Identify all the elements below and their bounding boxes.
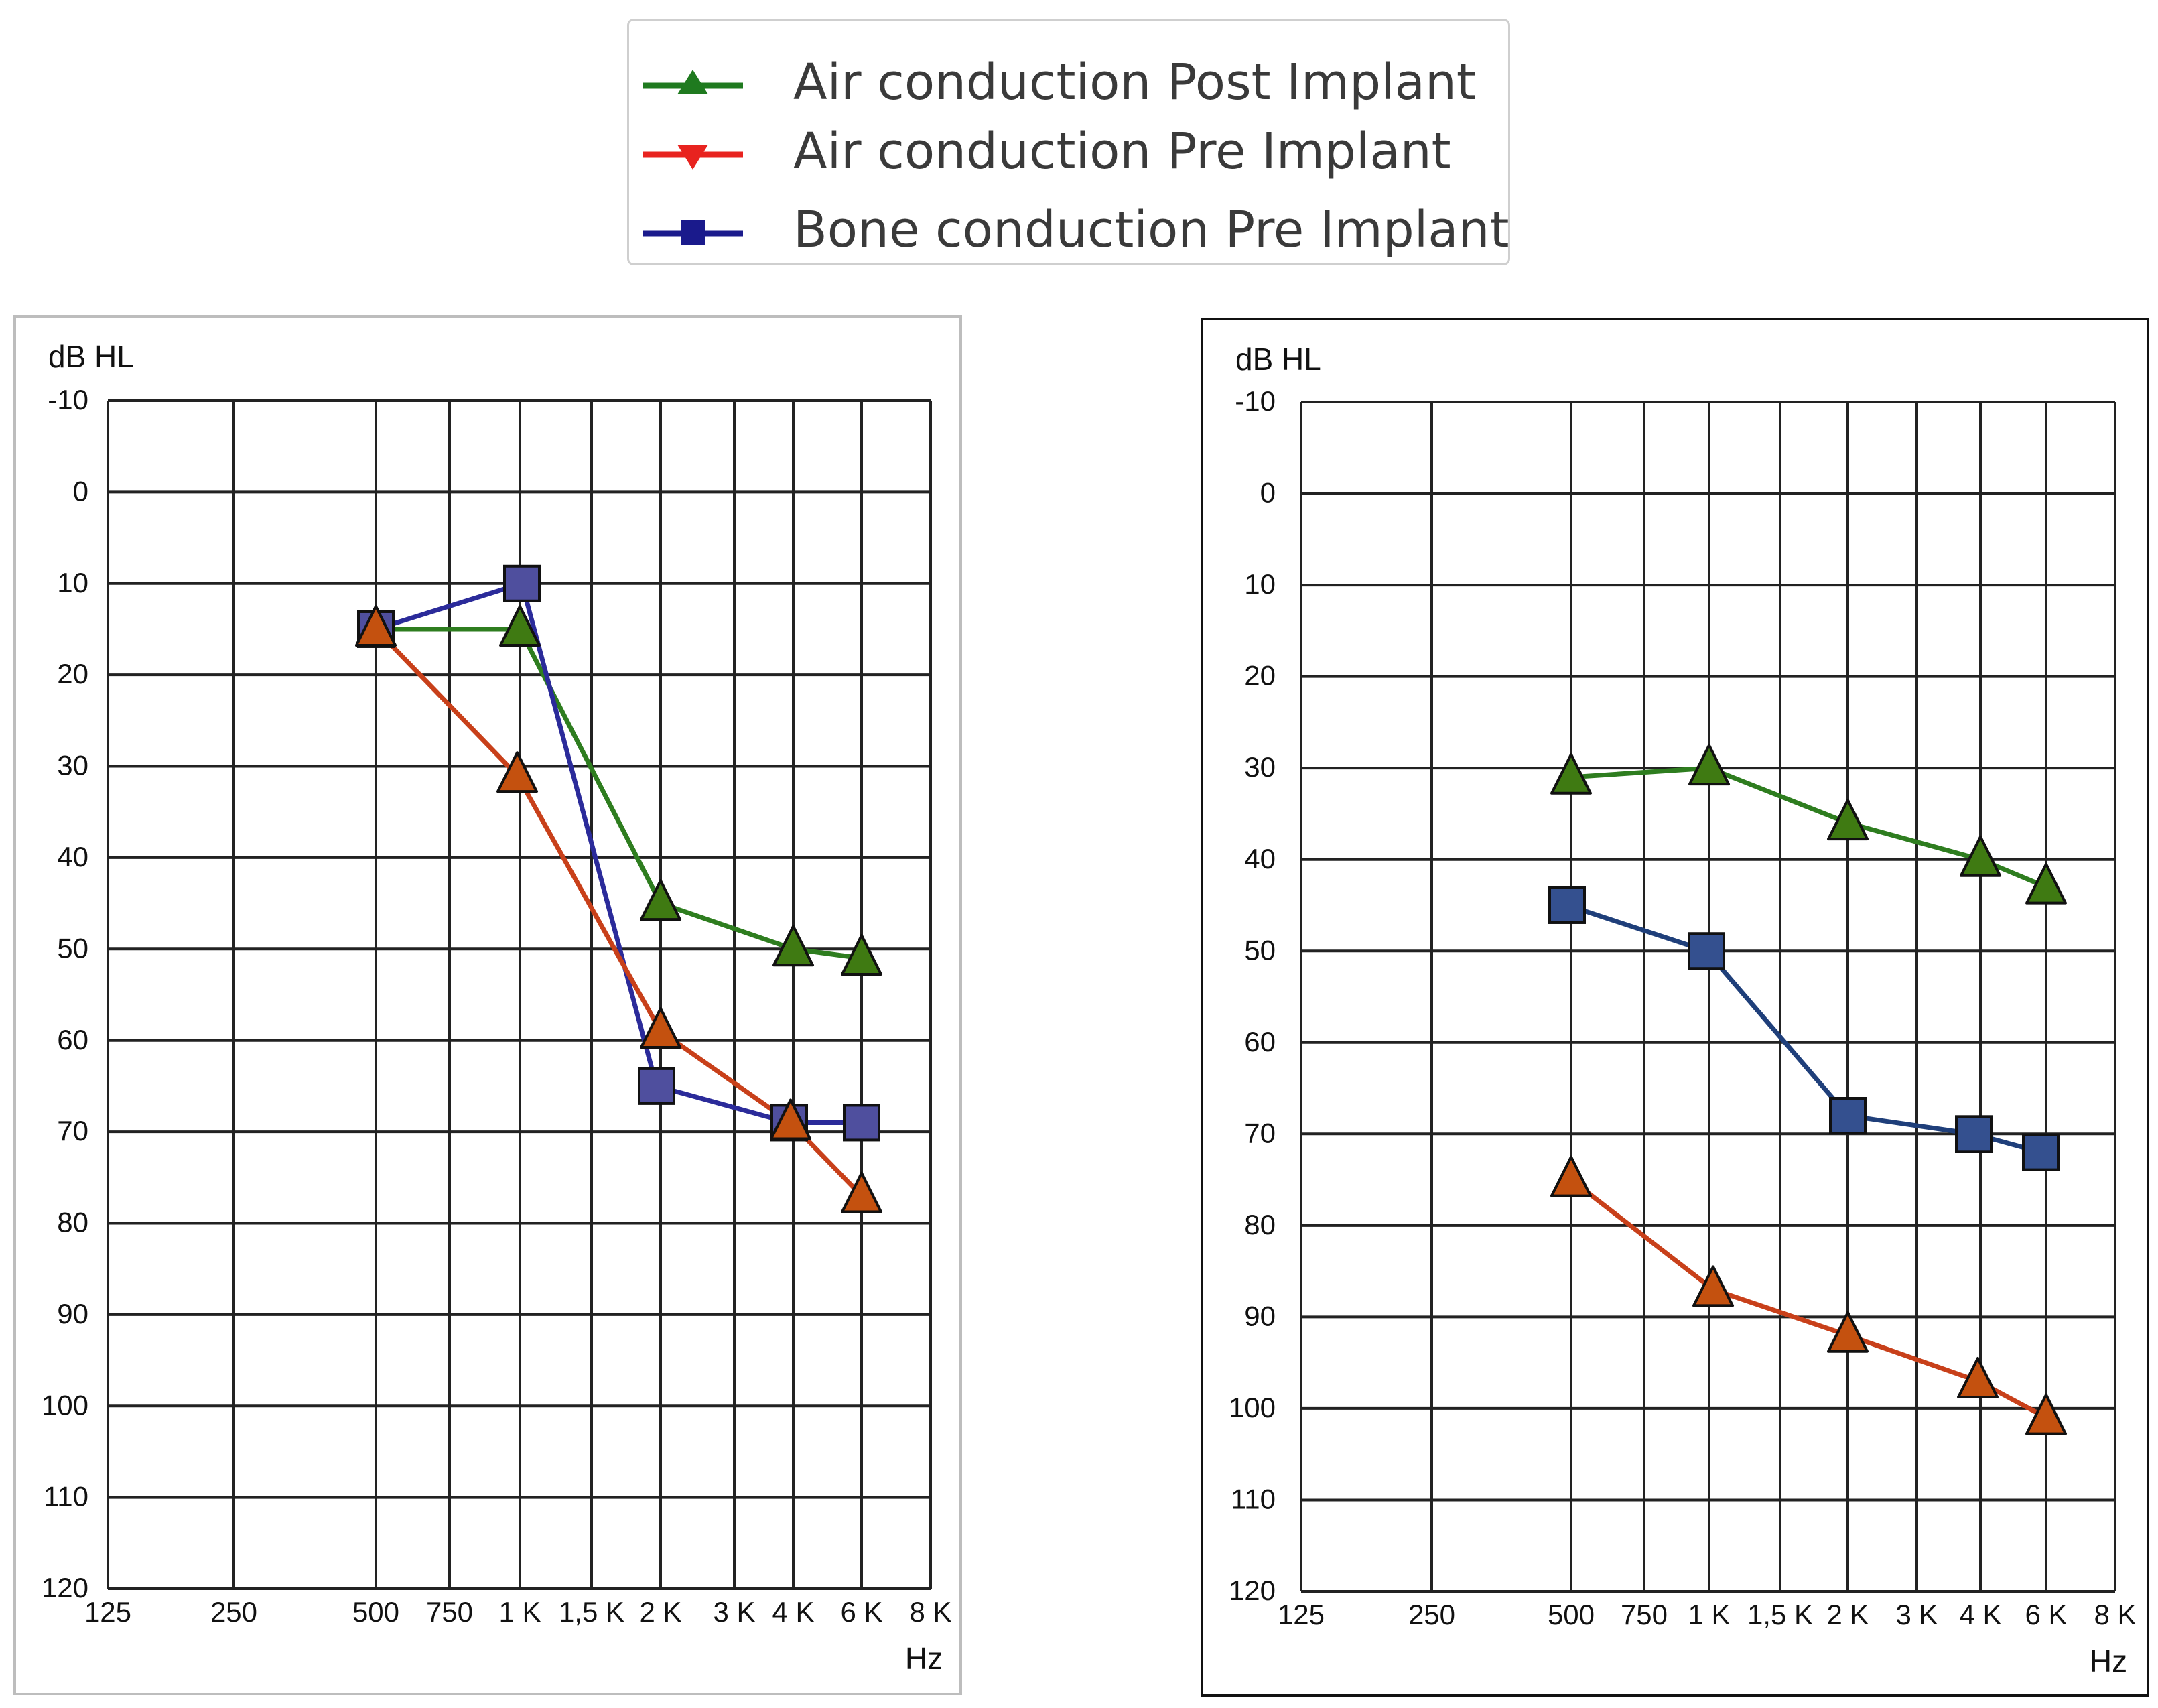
data-point-air-conduction-post-implant: [2025, 862, 2067, 905]
y-tick-label: 80: [1244, 1209, 1276, 1240]
x-tick-label: 500: [1548, 1599, 1595, 1630]
data-point-bone-conduction-pre-implant: [843, 1104, 880, 1142]
data-point-bone-conduction-pre-implant: [1548, 886, 1586, 924]
data-point-bone-conduction-pre-implant: [503, 564, 541, 602]
x-tick-label: 8 K: [909, 1596, 951, 1628]
y-tick-label: 40: [1244, 843, 1276, 874]
y-tick-label: 30: [1244, 751, 1276, 783]
x-tick-label: 2 K: [1826, 1599, 1869, 1630]
y-tick-label: -10: [48, 384, 88, 415]
y-tick-label: 20: [57, 658, 88, 689]
x-tick-label: 3 K: [1895, 1599, 1938, 1630]
triangle-down-icon: [643, 145, 743, 170]
y-tick-label: 50: [1244, 934, 1276, 966]
data-point-air-conduction-pre-implant: [640, 1007, 681, 1049]
x-tick-label: 1 K: [1688, 1599, 1730, 1630]
data-point-air-conduction-post-implant: [499, 604, 541, 647]
data-point-bone-conduction-pre-implant: [1688, 932, 1725, 970]
x-axis-title: Hz: [2090, 1644, 2127, 1679]
x-tick-label: 750: [1621, 1599, 1668, 1630]
x-tick-label: 250: [1408, 1599, 1455, 1630]
square-icon: [643, 220, 743, 245]
legend-item-air-pre: Air conduction Pre Implant: [643, 118, 1500, 185]
data-point-air-conduction-pre-implant: [496, 751, 538, 793]
data-point-air-conduction-pre-implant: [770, 1098, 811, 1140]
y-tick-label: 20: [1244, 660, 1276, 692]
legend-item-bone-pre: Bone conduction Pre Implant: [643, 196, 1509, 263]
data-point-air-conduction-pre-implant: [1827, 1311, 1869, 1353]
data-point-bone-conduction-pre-implant: [1955, 1115, 1993, 1153]
data-point-air-conduction-pre-implant: [2025, 1393, 2067, 1435]
triangle-up-icon: [643, 70, 743, 94]
x-tick-label: 125: [84, 1596, 131, 1628]
y-tick-label: 110: [1231, 1484, 1276, 1515]
legend-label-bone-pre: Bone conduction Pre Implant: [793, 201, 1509, 259]
audiogram-right-panel: -10 0 10 20 30 40 50 60 70 80 90 100 110 120 125 250 500…: [1201, 318, 2149, 1697]
x-tick-label: 1 K: [498, 1596, 541, 1628]
audiogram-left-panel: -10 0 10 20 30 40 50 60 70 80 90 100 110 120 125 250 500…: [13, 315, 962, 1695]
x-tick-label: 8 K: [2094, 1599, 2136, 1630]
y-tick-label: 80: [57, 1207, 88, 1238]
x-tick-label: 2 K: [639, 1596, 681, 1628]
y-tick-label: 40: [57, 841, 88, 872]
y-tick-label: 100: [42, 1389, 88, 1421]
data-point-air-conduction-post-implant: [841, 933, 882, 976]
data-point-bone-conduction-pre-implant: [638, 1067, 675, 1105]
y-tick-label: 70: [1244, 1117, 1276, 1148]
y-tick-label: 60: [57, 1024, 88, 1055]
data-point-air-conduction-pre-implant: [1550, 1155, 1592, 1197]
x-tick-label: 3 K: [713, 1596, 755, 1628]
data-point-air-conduction-post-implant: [640, 879, 681, 921]
y-tick-label: 90: [1244, 1300, 1276, 1331]
y-tick-label: 120: [1229, 1575, 1276, 1606]
x-tick-label: 1,5 K: [559, 1596, 624, 1628]
y-tick-label: 60: [1244, 1026, 1276, 1057]
data-point-bone-conduction-pre-implant: [1829, 1097, 1867, 1134]
data-point-air-conduction-pre-implant: [841, 1171, 882, 1213]
data-point-air-conduction-post-implant: [772, 925, 814, 967]
data-point-air-conduction-post-implant: [1960, 835, 2001, 877]
x-axis-title: Hz: [905, 1641, 943, 1676]
x-tick-label: 4 K: [1959, 1599, 2001, 1630]
y-tick-label: 0: [1260, 477, 1276, 509]
x-tick-label: 500: [352, 1596, 399, 1628]
data-point-air-conduction-post-implant: [1688, 744, 1730, 786]
legend-label-air-post: Air conduction Post Implant: [793, 54, 1476, 111]
data-point-bone-conduction-pre-implant: [2022, 1133, 2060, 1171]
x-tick-label: 4 K: [772, 1596, 814, 1628]
y-axis-title: dB HL: [1235, 342, 1321, 377]
y-tick-label: 90: [57, 1298, 88, 1329]
data-point-air-conduction-pre-implant: [1957, 1356, 1999, 1398]
x-tick-label: 1,5 K: [1747, 1599, 1813, 1630]
x-tick-label: 6 K: [2025, 1599, 2067, 1630]
data-point-air-conduction-pre-implant: [355, 604, 397, 647]
legend-item-air-post: Air conduction Post Implant: [643, 49, 1500, 116]
y-tick-label: 50: [57, 932, 88, 964]
data-point-air-conduction-post-implant: [1550, 752, 1592, 795]
y-tick-label: 110: [44, 1481, 88, 1512]
y-tick-label: 120: [42, 1572, 88, 1603]
y-tick-label: 100: [1229, 1392, 1276, 1423]
legend-label-air-pre: Air conduction Pre Implant: [793, 123, 1451, 180]
x-tick-label: 750: [426, 1596, 473, 1628]
x-tick-label: 250: [210, 1596, 257, 1628]
y-tick-label: 10: [1244, 568, 1276, 600]
data-point-air-conduction-pre-implant: [1692, 1265, 1734, 1307]
data-point-air-conduction-post-implant: [1827, 799, 1869, 841]
y-tick-label: 30: [57, 750, 88, 781]
y-axis-title: dB HL: [48, 339, 134, 374]
chart-legend: Air conduction Post Implant Air conducti…: [627, 19, 1510, 265]
x-tick-label: 6 K: [840, 1596, 882, 1628]
y-tick-label: 70: [57, 1115, 88, 1146]
y-tick-label: 0: [73, 475, 88, 507]
x-tick-label: 125: [1278, 1599, 1325, 1630]
y-tick-label: -10: [1235, 385, 1276, 417]
y-tick-label: 10: [57, 567, 88, 598]
